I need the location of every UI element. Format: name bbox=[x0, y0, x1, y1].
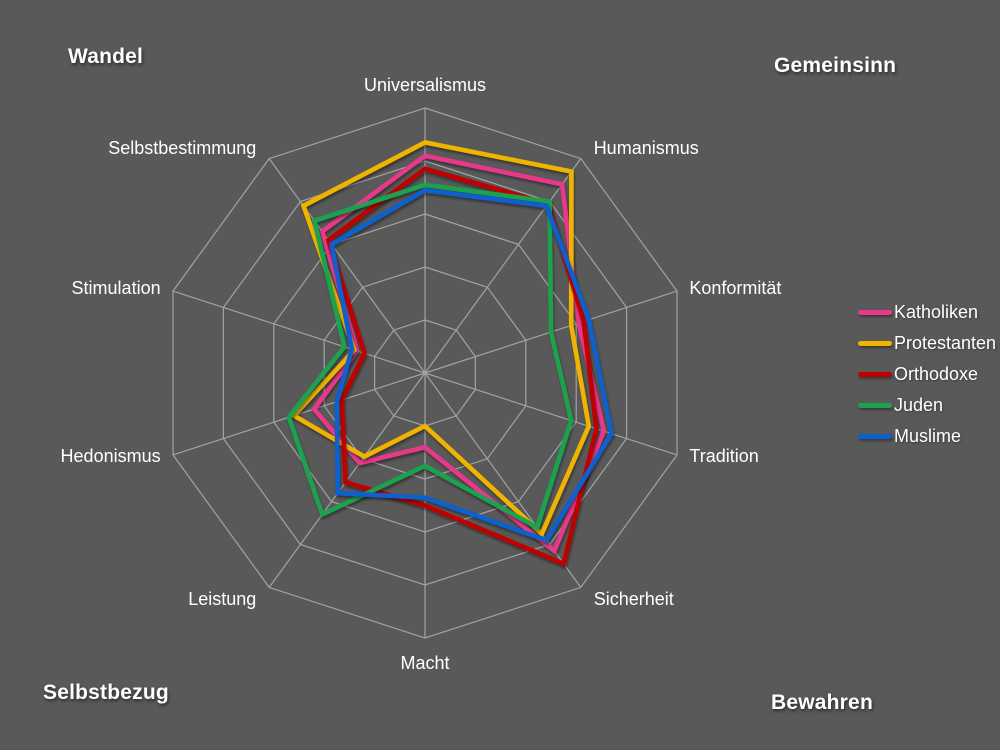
series-polygon-muslime bbox=[328, 187, 614, 543]
chart-legend: Katholiken Protestanten Orthodoxe Juden Musl… bbox=[858, 297, 996, 452]
legend-swatch-protestanten bbox=[858, 341, 892, 346]
quadrant-label-gemeinsinn: Gemeinsinn bbox=[774, 54, 897, 77]
axis-label-selbstbestimmung: Selbstbestimmung bbox=[108, 138, 256, 158]
axis-spoke-stimulation bbox=[172, 290, 426, 374]
legend-label-juden: Juden bbox=[894, 395, 944, 415]
axis-label-leistung: Leistung bbox=[188, 589, 256, 609]
legend-swatch-juden bbox=[858, 403, 892, 408]
series-polygon-juden bbox=[286, 182, 574, 531]
quadrant-label-bewahren: Bewahren bbox=[771, 691, 873, 714]
legend-item-juden: Juden bbox=[858, 390, 996, 421]
legend-label-muslime: Muslime bbox=[894, 426, 962, 446]
legend-item-muslime: Muslime bbox=[858, 421, 996, 452]
legend-label-protestanten: Protestanten bbox=[894, 333, 997, 353]
axis-label-humanismus: Humanismus bbox=[594, 138, 699, 158]
series-polygon-orthodoxe bbox=[325, 166, 599, 567]
legend-label-orthodoxe: Orthodoxe bbox=[894, 364, 979, 384]
axis-label-universalismus: Universalismus bbox=[364, 75, 486, 95]
legend-swatch-muslime bbox=[858, 434, 892, 439]
legend-swatch-orthodoxe bbox=[858, 372, 892, 377]
legend-swatch-katholiken bbox=[858, 310, 892, 315]
axis-label-konformit-t: Konformität bbox=[689, 278, 781, 298]
legend-item-protestanten: Protestanten bbox=[858, 328, 996, 359]
axis-spoke-hedonismus bbox=[172, 372, 426, 456]
axis-spoke-humanismus bbox=[424, 158, 582, 374]
axis-label-sicherheit: Sicherheit bbox=[594, 589, 674, 609]
axis-label-stimulation: Stimulation bbox=[72, 278, 161, 298]
quadrant-label-wandel: Wandel bbox=[68, 45, 144, 68]
axis-spoke-tradition bbox=[424, 372, 678, 456]
axis-label-tradition: Tradition bbox=[689, 446, 758, 466]
axis-spoke-selbstbestimmung bbox=[268, 158, 426, 374]
legend-item-orthodoxe: Orthodoxe bbox=[858, 359, 996, 390]
quadrant-label-selbstbezug: Selbstbezug bbox=[43, 681, 169, 704]
legend-item-katholiken: Katholiken bbox=[858, 297, 996, 328]
axis-label-hedonismus: Hedonismus bbox=[61, 446, 161, 466]
legend-label-katholiken: Katholiken bbox=[894, 302, 979, 322]
axis-label-macht: Macht bbox=[400, 653, 449, 673]
